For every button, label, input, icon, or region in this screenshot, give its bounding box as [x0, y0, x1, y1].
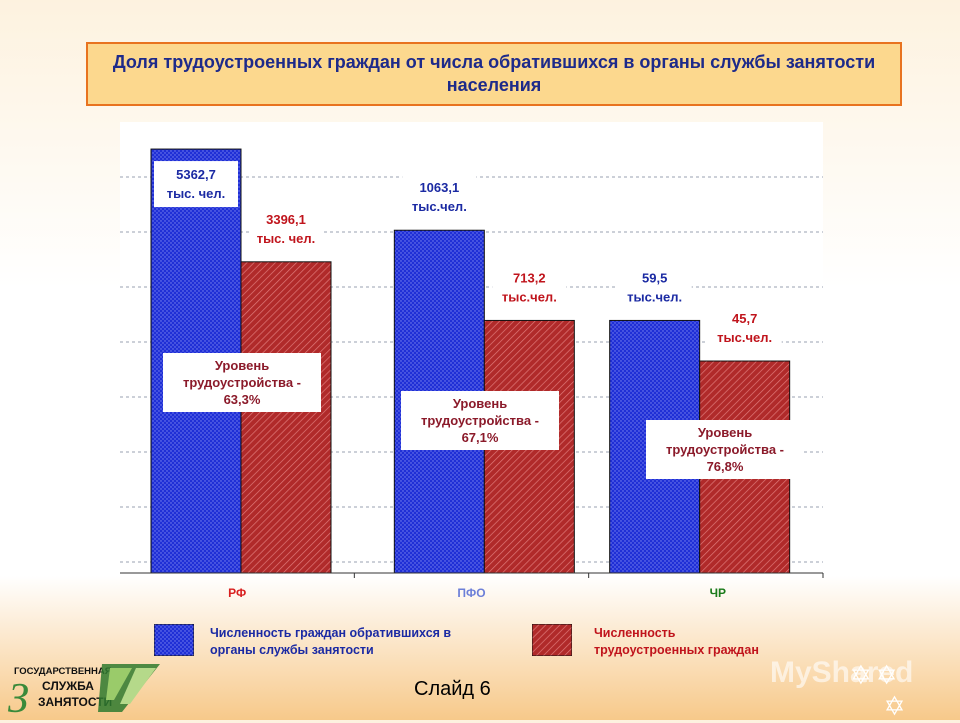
legend-swatch-applicants	[153, 623, 195, 657]
category-label: ЧР	[710, 586, 726, 600]
category-labels: РФ ПФО ЧР	[228, 586, 726, 600]
legend-label-applicants: Численность граждан обратившихся в орган…	[210, 626, 452, 657]
value-label: 59,5	[642, 270, 667, 285]
x-axis-ticks	[353, 573, 824, 578]
value-label: тыс.чел.	[717, 330, 772, 345]
value-label: 5362,7	[176, 167, 216, 182]
employment-level-text: Уровень	[214, 358, 270, 373]
employment-level-text: трудоустройства -	[420, 413, 540, 428]
logo-letter: З	[8, 676, 29, 718]
bar-employed	[240, 261, 332, 574]
employment-level-text: Уровень	[452, 396, 508, 411]
chart-title: Доля трудоустроенных граждан от числа об…	[86, 42, 902, 106]
star-decoration-icon: ✡✡ ✡	[850, 660, 910, 721]
value-label: 3396,1	[266, 212, 306, 227]
category-label: ПФО	[457, 586, 485, 600]
value-label: 713,2	[513, 270, 546, 285]
employment-level-text: Уровень	[697, 425, 753, 440]
logo-line-2: СЛУЖБА	[42, 679, 94, 693]
value-label-bg	[249, 207, 323, 250]
employment-level-text: 67,1%	[461, 430, 499, 445]
watermark: MyShared	[770, 656, 914, 689]
employment-level-box: Уровень трудоустройства - 76,8%	[646, 420, 804, 479]
value-label: 45,7	[732, 311, 757, 326]
value-label: тыс. чел.	[257, 231, 316, 246]
value-label: тыс.чел.	[627, 289, 682, 304]
employment-level-text: 76,8%	[706, 459, 744, 474]
employment-level-text: трудоустройства -	[182, 375, 302, 390]
value-label: тыс.чел.	[502, 289, 557, 304]
logo-line-1: ГОСУДАРСТВЕННАЯ	[14, 666, 112, 677]
value-label-bg	[617, 266, 692, 309]
employment-level-text: трудоустройства -	[665, 442, 785, 457]
value-label: 1063,1	[419, 180, 459, 195]
employment-level-box: Уровень трудоустройства - 63,3%	[163, 353, 321, 412]
logo-line-3: ЗАНЯТОСТИ	[38, 695, 112, 709]
value-label-bg	[154, 161, 238, 208]
value-label-bg	[402, 176, 477, 219]
value-label: тыс.чел.	[412, 199, 467, 214]
category-label: РФ	[228, 586, 246, 600]
value-label-bg	[707, 307, 782, 350]
value-labels: 5362,7 тыс. чел. 3396,1 тыс. чел. 1063,1 тыс.…	[154, 161, 782, 350]
employment-level-box: Уровень трудоустройства - 67,1%	[401, 391, 559, 450]
legend-label-employed: Численность трудоустроенных граждан	[594, 626, 759, 657]
legend-swatch-employed	[531, 623, 573, 657]
slide-number: Слайд 6	[414, 678, 491, 700]
value-label-bg	[492, 266, 567, 309]
value-label: тыс. чел.	[167, 186, 226, 201]
employment-level-text: 63,3%	[223, 392, 261, 407]
employment-service-logo: З ГОСУДАРСТВЕННАЯ СЛУЖБА ЗАНЯТОСТИ	[2, 660, 162, 722]
